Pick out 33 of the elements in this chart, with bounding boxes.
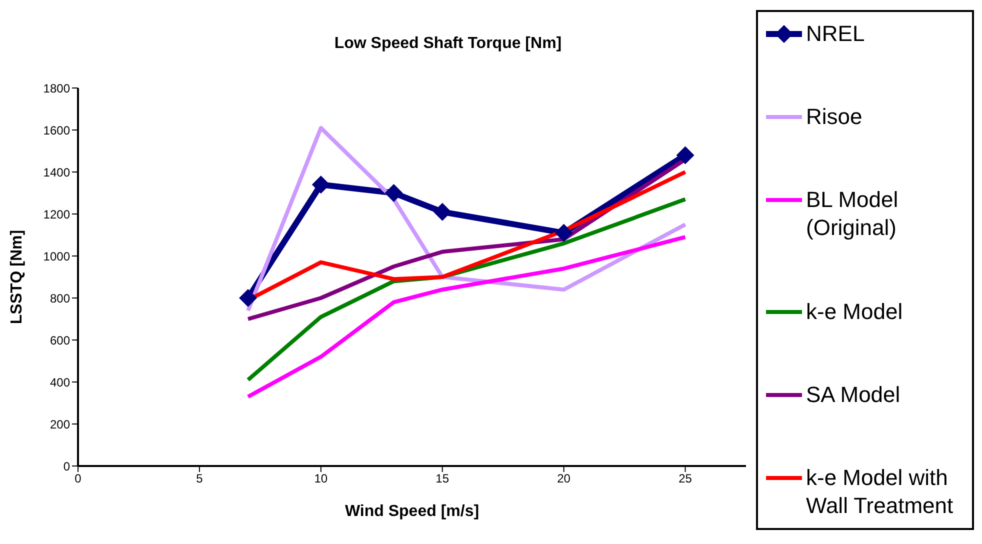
x-tick-label: 10 bbox=[314, 472, 328, 486]
point bbox=[384, 184, 403, 202]
y-axis-title: LSSTQ [Nm] bbox=[8, 230, 26, 324]
y-tick-label: 1600 bbox=[43, 123, 70, 138]
x-axis-title: Wind Speed [m/s] bbox=[344, 503, 480, 520]
legend-label: BL Model (Original) bbox=[806, 186, 900, 242]
y-tick-label: 200 bbox=[50, 417, 70, 432]
y-tick-label: 1000 bbox=[43, 249, 70, 264]
y-tick-label: 1200 bbox=[43, 207, 70, 222]
x-tick-label: 15 bbox=[436, 472, 450, 486]
chart-title: Low Speed Shaft Torque [Nm] bbox=[334, 35, 562, 52]
x-tick-label: 0 bbox=[74, 472, 82, 486]
point bbox=[433, 202, 452, 221]
x-tick-label: 20 bbox=[557, 472, 571, 486]
y-tick-label: 600 bbox=[50, 333, 70, 348]
legend-label: SA Model bbox=[806, 380, 900, 409]
y-tick-label: 0 bbox=[63, 459, 70, 474]
x-tick-label: 25 bbox=[678, 472, 692, 486]
legend-label: k-e Model with Wall Treatment bbox=[806, 464, 954, 520]
point bbox=[554, 224, 573, 242]
line-series bbox=[246, 235, 688, 399]
legend-label: Risoe bbox=[806, 103, 862, 132]
y-tick-label: 400 bbox=[50, 375, 70, 390]
legend-label: k-e Model bbox=[806, 298, 903, 326]
y-tick-label: 1800 bbox=[43, 81, 70, 96]
point bbox=[312, 176, 330, 194]
y-tick-label: 800 bbox=[50, 291, 70, 306]
point bbox=[676, 146, 694, 164]
line-series bbox=[246, 126, 688, 313]
point bbox=[239, 289, 258, 307]
x-tick-label: 5 bbox=[196, 472, 204, 486]
legend-label: NREL bbox=[806, 20, 865, 48]
y-tick-label: 1400 bbox=[43, 165, 70, 180]
